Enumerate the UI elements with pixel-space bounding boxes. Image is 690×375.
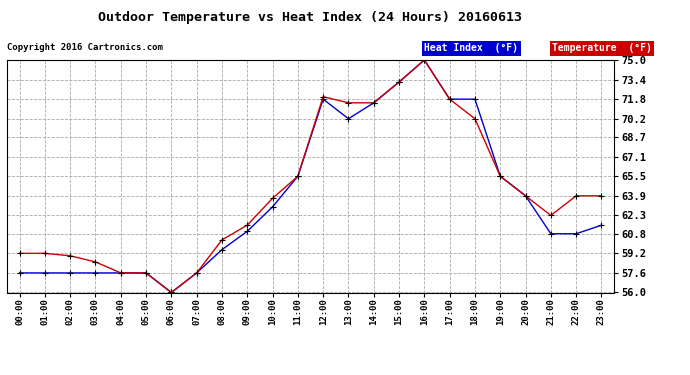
Text: Outdoor Temperature vs Heat Index (24 Hours) 20160613: Outdoor Temperature vs Heat Index (24 Ho… bbox=[99, 11, 522, 24]
Text: Copyright 2016 Cartronics.com: Copyright 2016 Cartronics.com bbox=[7, 43, 163, 52]
Text: Temperature  (°F): Temperature (°F) bbox=[552, 43, 652, 53]
Text: Heat Index  (°F): Heat Index (°F) bbox=[424, 43, 518, 53]
